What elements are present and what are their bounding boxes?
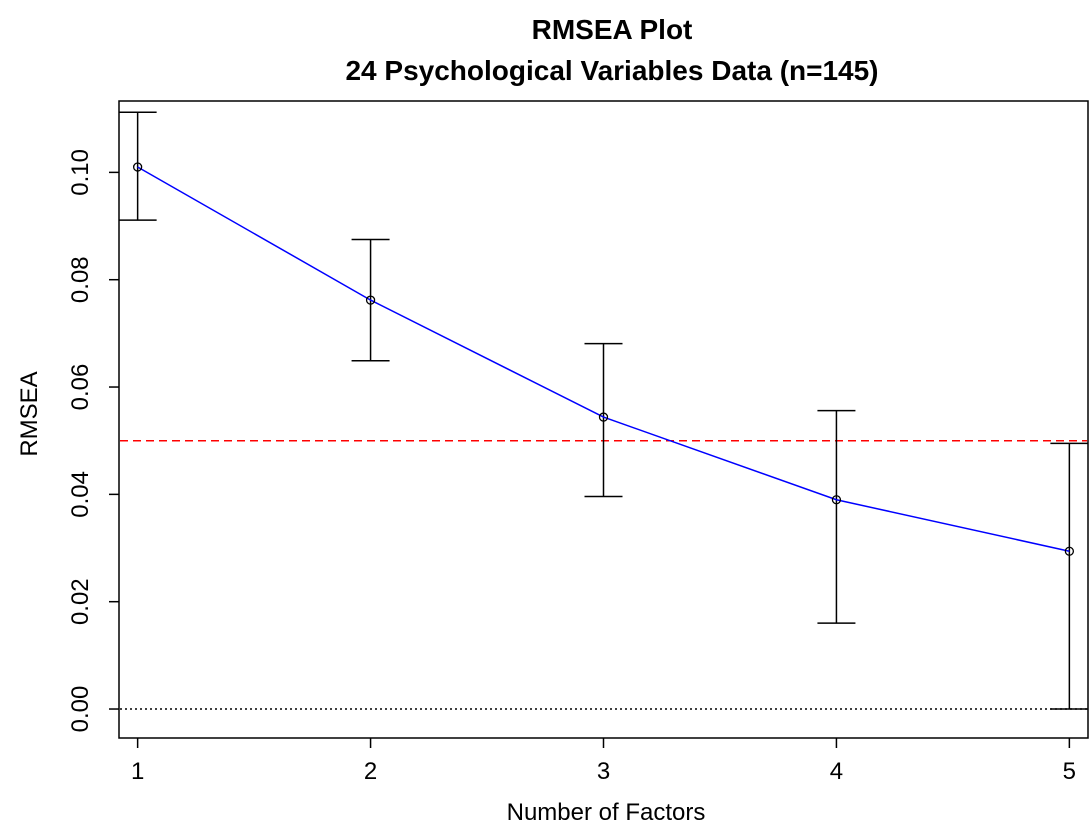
y-tick-label-1: 0.02 [67,578,94,625]
axes: 1 2 3 4 5 0.00 0.02 0.04 0.06 0.08 0.10 [67,149,1076,785]
y-tick-label-4: 0.08 [67,256,94,303]
chart-title: RMSEA Plot [532,14,693,45]
x-axis-label: Number of Factors [507,799,706,826]
data-point-2 [365,295,376,305]
chart-subtitle: 24 Psychological Variables Data (n=145) [345,55,878,86]
data-point-1 [132,162,143,172]
y-axis-label: RMSEA [16,371,43,456]
x-tick-label-2: 2 [364,758,377,785]
series-line [137,166,1070,552]
error-bars [118,111,1089,710]
data-point-4 [831,495,842,505]
y-tick-label-3: 0.06 [67,364,94,411]
series-line-rmsea [137,166,1070,552]
x-tick-label-3: 3 [597,758,610,785]
y-tick-label-2: 0.04 [67,471,94,518]
x-tick-label-5: 5 [1063,758,1076,785]
x-tick-label-4: 4 [830,758,843,785]
y-tick-label-0: 0.00 [67,686,94,733]
data-point-5 [1064,546,1075,556]
x-tick-label-1: 1 [131,758,144,785]
y-tick-label-5: 0.10 [67,149,94,196]
data-point-3 [598,412,609,422]
data-points [132,162,1075,556]
